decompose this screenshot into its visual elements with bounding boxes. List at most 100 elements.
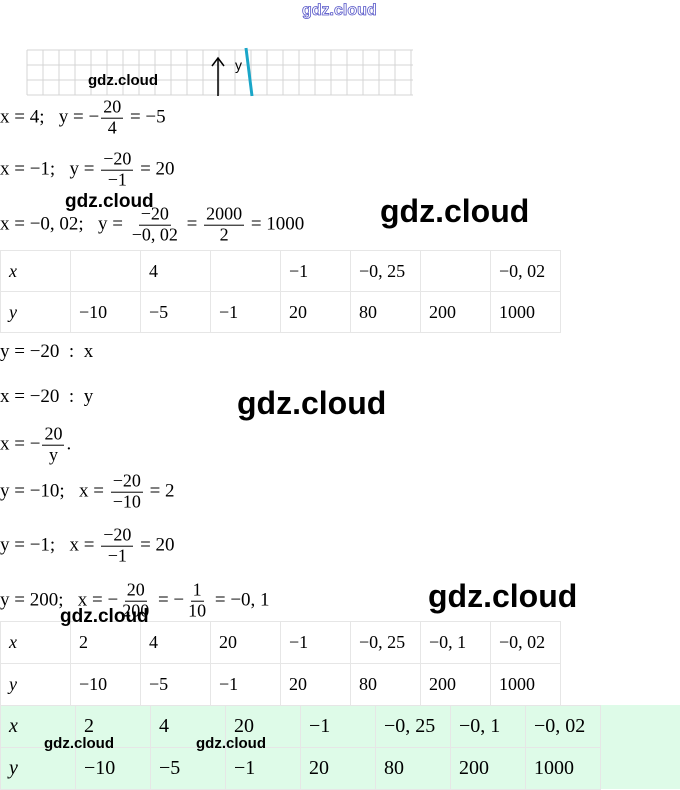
table-cell: −0, 1 bbox=[450, 705, 526, 748]
equation: x = −20 y. bbox=[0, 424, 72, 466]
watermark: gdz.cloud bbox=[60, 606, 149, 627]
equation: x = −1; y = −20 −1 = 20 bbox=[0, 148, 175, 191]
equation-text: = bbox=[181, 214, 203, 235]
table-cell: −0, 02 bbox=[490, 621, 561, 664]
graph-watermark: gdz.cloud bbox=[88, 72, 158, 89]
denominator: −10 bbox=[112, 491, 141, 512]
table-cell: −10 bbox=[75, 747, 151, 790]
table-cell: 4 bbox=[140, 250, 211, 292]
fraction: 20 200 bbox=[120, 579, 151, 622]
table-cell: −1 bbox=[280, 621, 351, 664]
equation: y = −10; x = −20 −10 = 2 bbox=[0, 470, 175, 513]
table-cell: 200 bbox=[420, 663, 491, 706]
denominator: −1 bbox=[107, 545, 127, 566]
table-cell: 4 bbox=[140, 621, 211, 664]
fraction: 20 4 bbox=[101, 96, 124, 139]
table-cell: 4 bbox=[150, 705, 226, 748]
table-row: x 4 −1 −0, 25 −0, 02 bbox=[0, 250, 561, 292]
equation-text: x = −20 : y bbox=[0, 386, 94, 407]
equation: x = −20 : y bbox=[0, 386, 93, 408]
table-cell: −0, 25 bbox=[350, 250, 421, 292]
table-cell: 200 bbox=[450, 747, 526, 790]
equation: x = 4; y = −20 4 = −5 bbox=[0, 96, 166, 139]
equation-text: = 2 bbox=[144, 481, 175, 502]
equation-text: = 20 bbox=[135, 159, 175, 180]
table-cell: −5 bbox=[140, 291, 211, 333]
curve bbox=[244, 47, 254, 97]
graph: y gdz.cloud bbox=[26, 47, 413, 97]
numerator: −20 bbox=[101, 524, 134, 547]
table-cell: −1 bbox=[210, 291, 281, 333]
fraction: 2000 2 bbox=[204, 203, 245, 246]
equation: y = 200; x = −20 200 = −1 10 = −0, 1 bbox=[0, 579, 270, 622]
table-cell: 1000 bbox=[490, 291, 561, 333]
table-cell bbox=[70, 250, 141, 292]
table-row: y −10 −5 −1 20 80 200 1000 bbox=[0, 747, 601, 790]
table-cell: y bbox=[0, 291, 71, 333]
table-cell: −1 bbox=[280, 250, 351, 292]
table-cell: −0, 02 bbox=[525, 705, 601, 748]
table-cell: 1000 bbox=[490, 663, 561, 706]
table-cell: 200 bbox=[420, 291, 491, 333]
fraction: −20 −10 bbox=[110, 470, 143, 513]
arrow-head bbox=[211, 56, 225, 67]
table-cell: y bbox=[0, 663, 71, 706]
table-cell: −1 bbox=[300, 705, 376, 748]
numerator: −20 bbox=[138, 203, 171, 226]
fraction: −20 −1 bbox=[101, 524, 134, 567]
equation-text: y = 200; x = − bbox=[0, 590, 119, 611]
table-cell: 20 bbox=[225, 705, 301, 748]
numerator: −20 bbox=[101, 148, 134, 171]
table-cell: 2 bbox=[75, 705, 151, 748]
watermark: gdz.cloud bbox=[65, 191, 154, 212]
table-cell: x bbox=[0, 250, 71, 292]
table-cell: x bbox=[0, 705, 76, 748]
table-row: y −10 −5 −1 20 80 200 1000 bbox=[0, 663, 561, 706]
numerator: 20 bbox=[124, 579, 147, 602]
table-row: x 2 4 20 −1 −0, 25 −0, 1 −0, 02 bbox=[0, 705, 601, 748]
numerator: −20 bbox=[110, 470, 143, 493]
table-cell: 20 bbox=[210, 621, 281, 664]
equation-text: . bbox=[66, 434, 72, 455]
table-cell: −10 bbox=[70, 663, 141, 706]
equation-text: x = −1; y = bbox=[0, 159, 100, 180]
denominator: 2 bbox=[219, 224, 229, 245]
table-cell: −0, 02 bbox=[490, 250, 561, 292]
watermark: gdz.cloud bbox=[44, 735, 114, 752]
table-cell: 20 bbox=[280, 663, 351, 706]
equation-text: = 1000 bbox=[246, 214, 305, 235]
fraction: 20 y bbox=[42, 424, 65, 466]
equation-text: x = 4; y = − bbox=[0, 107, 100, 128]
header-watermark: gdz.cloud bbox=[302, 2, 377, 20]
table-cell: −5 bbox=[140, 663, 211, 706]
equation: y = −20 : x bbox=[0, 341, 93, 363]
watermark: gdz.cloud bbox=[237, 385, 387, 421]
equation: y = −1; x = −20 −1 = 20 bbox=[0, 524, 175, 567]
equation-text: x = − bbox=[0, 434, 41, 455]
table-cell: 20 bbox=[280, 291, 351, 333]
fraction: −20 −1 bbox=[101, 148, 134, 191]
denominator: 200 bbox=[122, 600, 150, 621]
table-cell: −1 bbox=[225, 747, 301, 790]
denominator: −0, 02 bbox=[131, 224, 178, 245]
denominator: 10 bbox=[188, 600, 207, 621]
equation-text: x = −0, 02; y = bbox=[0, 214, 128, 235]
denominator: y bbox=[48, 444, 58, 465]
table-cell: x bbox=[0, 621, 71, 664]
table-cell bbox=[420, 250, 491, 292]
axis-label: y bbox=[235, 57, 242, 73]
graph-grid bbox=[26, 49, 413, 96]
watermark: gdz.cloud bbox=[380, 193, 530, 229]
equation-text: = −0, 1 bbox=[210, 590, 270, 611]
table-cell: −0, 25 bbox=[375, 705, 451, 748]
table-cell: 2 bbox=[70, 621, 141, 664]
table-cell: 80 bbox=[350, 663, 421, 706]
watermark: gdz.cloud bbox=[196, 735, 266, 752]
numerator: 20 bbox=[101, 96, 124, 119]
numerator: 2000 bbox=[204, 203, 245, 226]
table-cell: y bbox=[0, 747, 76, 790]
table-cell: −10 bbox=[70, 291, 141, 333]
table-cell bbox=[210, 250, 281, 292]
value-table: x 2 4 20 −1 −0, 25 −0, 1 −0, 02 y −10 −5 −1 20 80 200 1… bbox=[0, 705, 601, 790]
